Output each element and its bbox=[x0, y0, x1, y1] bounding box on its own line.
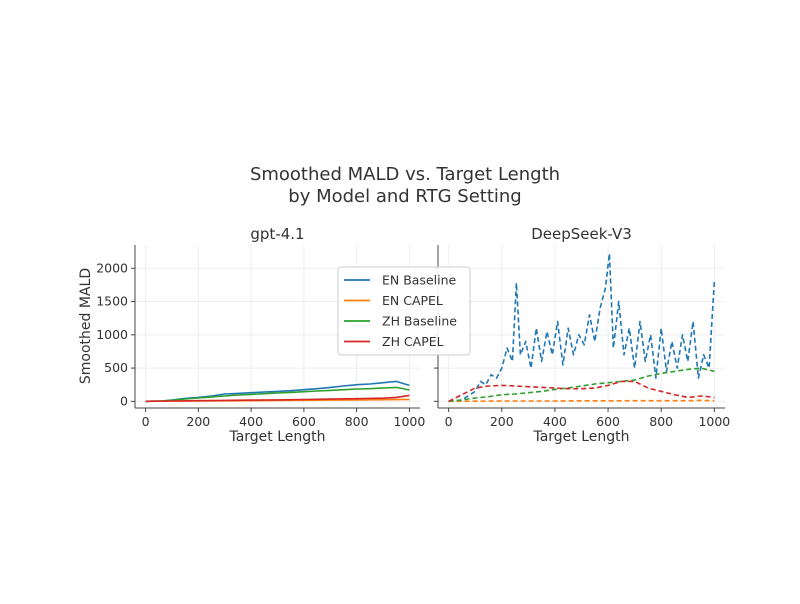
legend-label: EN CAPEL bbox=[382, 293, 443, 308]
x-tick-label: 0 bbox=[142, 414, 150, 429]
series-line-zh-baseline bbox=[448, 367, 715, 403]
x-axis-label: Target Length bbox=[228, 429, 325, 445]
x-axis-label: Target Length bbox=[532, 429, 629, 445]
legend-label: ZH Baseline bbox=[382, 314, 457, 329]
series-line-zh-baseline bbox=[145, 386, 410, 403]
subplot-title: gpt-4.1 bbox=[250, 225, 304, 243]
series-line-en-capel bbox=[448, 399, 715, 403]
legend-label: EN Baseline bbox=[382, 273, 457, 288]
x-tick-label: 200 bbox=[186, 414, 210, 429]
legend-label: ZH CAPEL bbox=[382, 334, 444, 349]
subplot-title: DeepSeek-V3 bbox=[531, 225, 632, 243]
y-tick-label: 1000 bbox=[96, 327, 128, 342]
x-tick-label: 800 bbox=[649, 414, 673, 429]
x-tick-label: 200 bbox=[490, 414, 514, 429]
chart-title-line: by Model and RTG Setting bbox=[288, 186, 521, 207]
x-tick-label: 1000 bbox=[698, 414, 730, 429]
series-line-zh-capel bbox=[448, 380, 715, 403]
series-line-zh-capel bbox=[145, 394, 410, 403]
y-tick-label: 1500 bbox=[96, 294, 128, 309]
x-tick-label: 600 bbox=[596, 414, 620, 429]
x-tick-label: 1000 bbox=[394, 414, 426, 429]
series-line-en-baseline bbox=[448, 252, 716, 403]
y-axis-label: Smoothed MALD bbox=[78, 268, 94, 384]
legend-box bbox=[337, 266, 471, 356]
y-tick-label: 0 bbox=[120, 393, 128, 408]
x-tick-label: 600 bbox=[292, 414, 316, 429]
x-tick-label: 400 bbox=[239, 414, 263, 429]
chart-title-line: Smoothed MALD vs. Target Length bbox=[250, 164, 560, 185]
x-tick-label: 400 bbox=[543, 414, 567, 429]
y-tick-label: 500 bbox=[104, 360, 128, 375]
x-tick-label: 800 bbox=[345, 414, 369, 429]
x-tick-label: 0 bbox=[445, 414, 453, 429]
y-tick-label: 2000 bbox=[96, 260, 128, 275]
